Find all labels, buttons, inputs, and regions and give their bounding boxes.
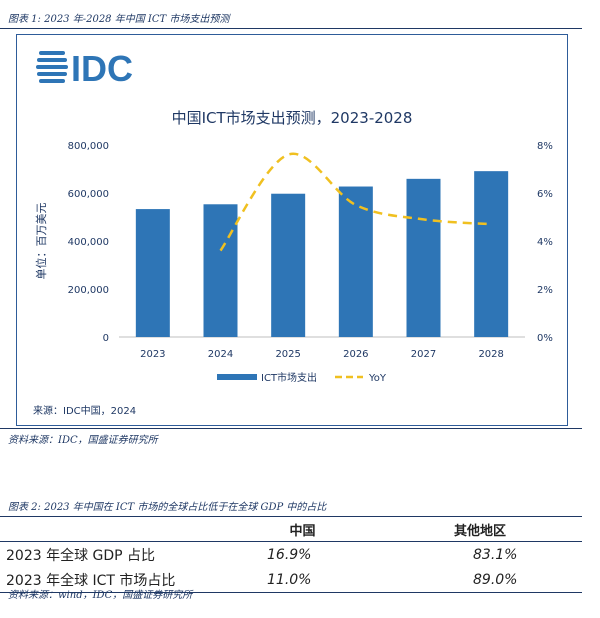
y-tick-label: 800,000 — [68, 141, 109, 152]
other-share: 83.1% — [473, 546, 518, 563]
figure1-caption: 图表 1: 2023 年-2028 年中国 ICT 市场支出预测 — [8, 14, 230, 25]
chart-title: 中国ICT市场支出预测，2023-2028 — [172, 109, 413, 127]
china-share: 16.9% — [267, 546, 312, 563]
row-label: 2023 年全球 GDP 占比 — [6, 547, 156, 564]
bar-2025 — [271, 193, 306, 337]
y2-tick-label: 0% — [537, 333, 553, 344]
chart-source-note: 来源：IDC中国，2024 — [33, 404, 136, 417]
bar-2024 — [203, 204, 238, 337]
legend-swatch-spending — [217, 374, 257, 380]
y-tick-label: 600,000 — [68, 189, 109, 200]
figure1-top-rule — [0, 28, 582, 29]
table-row: 2023 年全球 ICT 市场占比 11.0% 89.0% — [0, 567, 582, 593]
header-blank — [0, 516, 227, 542]
y-tick-label: 200,000 — [68, 285, 109, 296]
y2-tick-label: 2% — [537, 285, 553, 296]
x-tick-label: 2024 — [208, 349, 233, 360]
x-tick-label: 2023 — [140, 349, 165, 360]
figure1-bottom-rule — [0, 428, 582, 429]
other-share: 89.0% — [378, 567, 582, 593]
row-label: 2023 年全球 ICT 市场占比 — [0, 567, 227, 593]
bar-2023 — [135, 209, 170, 337]
figure1-source: 资料来源：IDC，国盛证券研究所 — [8, 435, 158, 446]
x-tick-label: 2027 — [411, 349, 436, 360]
y-axis-label: 单位：百万美元 — [34, 203, 48, 280]
yoy-line — [219, 152, 492, 252]
legend-label-yoy: YoY — [368, 373, 387, 384]
bar-2026 — [338, 186, 373, 337]
ict-spending-chart: IDC 中国ICT市场支出预测，2023-2028 0 200,000 400,00… — [33, 48, 553, 417]
china-share: 11.0% — [227, 567, 378, 593]
table-row: 2023 年全球 GDP 占比 16.9% 83.1% — [0, 542, 582, 568]
idc-logo-text: IDC — [71, 48, 133, 89]
bar-2027 — [406, 178, 441, 337]
y2-tick-label: 6% — [537, 189, 553, 200]
x-tick-label: 2025 — [275, 349, 300, 360]
y2-tick-label: 8% — [537, 141, 553, 152]
header-other: 其他地区 — [378, 516, 582, 542]
header-china: 中国 — [227, 516, 378, 542]
idc-logo: IDC — [36, 48, 133, 89]
y-tick-label: 0 — [103, 333, 109, 344]
x-tick-label: 2026 — [343, 349, 368, 360]
legend-label-spending: ICT市场支出 — [261, 371, 317, 384]
y-tick-label: 400,000 — [68, 237, 109, 248]
idc-logo-globe-icon — [36, 51, 68, 83]
chart-frame: IDC 中国ICT市场支出预测，2023-2028 0 200,000 400,00… — [16, 34, 568, 426]
bar-2028 — [474, 171, 509, 337]
figure2-caption: 图表 2: 2023 年中国在 ICT 市场的全球占比低于在全球 GDP 中的占… — [8, 502, 327, 513]
share-table: 中国 其他地区 2023 年全球 GDP 占比 16.9% 83.1% 2023… — [0, 516, 582, 593]
y2-tick-label: 4% — [537, 237, 553, 248]
share-table-header: 中国 其他地区 — [0, 516, 582, 542]
figure2-source: 资料来源：wind，IDC，国盛证券研究所 — [8, 590, 193, 601]
x-tick-label: 2028 — [478, 349, 503, 360]
